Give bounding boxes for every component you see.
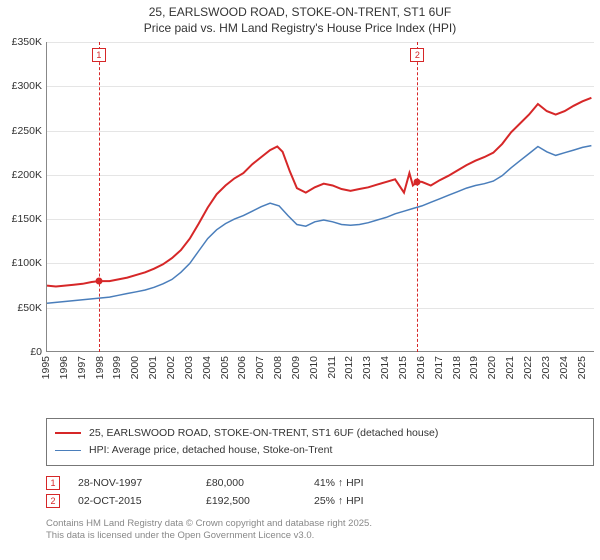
footer-line-2: This data is licensed under the Open Gov… bbox=[46, 530, 594, 543]
sale-row: 1 28-NOV-1997 £80,000 41% ↑ HPI bbox=[46, 474, 594, 492]
legend-swatch bbox=[55, 432, 81, 434]
x-tick-label: 2019 bbox=[468, 356, 480, 379]
legend-row: HPI: Average price, detached house, Stok… bbox=[55, 442, 585, 459]
y-tick-label: £0 bbox=[0, 346, 42, 358]
x-tick-label: 1996 bbox=[58, 356, 70, 379]
below-chart: 25, EARLSWOOD ROAD, STOKE-ON-TRENT, ST1 … bbox=[46, 418, 594, 543]
x-tick-label: 2006 bbox=[236, 356, 248, 379]
sale-price: £80,000 bbox=[206, 477, 296, 489]
series-price_paid bbox=[47, 98, 591, 287]
y-tick-label: £200K bbox=[0, 169, 42, 181]
x-tick-label: 2015 bbox=[397, 356, 409, 379]
sale-date: 02-OCT-2015 bbox=[78, 495, 188, 507]
legend-label: HPI: Average price, detached house, Stok… bbox=[89, 442, 332, 459]
x-tick-label: 2004 bbox=[201, 356, 213, 379]
x-tick-label: 2024 bbox=[558, 356, 570, 379]
sale-dot bbox=[95, 278, 102, 285]
sale-row-badge: 1 bbox=[46, 476, 60, 490]
x-tick-label: 2005 bbox=[219, 356, 231, 379]
sale-date: 28-NOV-1997 bbox=[78, 477, 188, 489]
chart-title: 25, EARLSWOOD ROAD, STOKE-ON-TRENT, ST1 … bbox=[0, 0, 600, 38]
x-tick-label: 1995 bbox=[40, 356, 52, 379]
x-tick-label: 2010 bbox=[308, 356, 320, 379]
sale-row: 2 02-OCT-2015 £192,500 25% ↑ HPI bbox=[46, 492, 594, 510]
sale-dot bbox=[414, 178, 421, 185]
x-tick-label: 2025 bbox=[576, 356, 588, 379]
y-tick-label: £100K bbox=[0, 257, 42, 269]
sale-hpi: 41% ↑ HPI bbox=[314, 477, 364, 489]
x-tick-label: 2018 bbox=[451, 356, 463, 379]
x-tick-label: 2007 bbox=[254, 356, 266, 379]
y-tick-label: £250K bbox=[0, 125, 42, 137]
x-tick-label: 2017 bbox=[433, 356, 445, 379]
sale-hpi: 25% ↑ HPI bbox=[314, 495, 364, 507]
sale-marker-line bbox=[417, 42, 418, 352]
x-tick-label: 2000 bbox=[129, 356, 141, 379]
x-tick-label: 1998 bbox=[94, 356, 106, 379]
legend-row: 25, EARLSWOOD ROAD, STOKE-ON-TRENT, ST1 … bbox=[55, 425, 585, 442]
x-tick-label: 2003 bbox=[183, 356, 195, 379]
y-tick-label: £50K bbox=[0, 302, 42, 314]
x-tick-label: 2008 bbox=[272, 356, 284, 379]
x-tick-label: 2001 bbox=[147, 356, 159, 379]
title-line-2: Price paid vs. HM Land Registry's House … bbox=[8, 20, 592, 36]
line-chart-svg bbox=[47, 42, 595, 352]
sale-price: £192,500 bbox=[206, 495, 296, 507]
x-tick-label: 2020 bbox=[486, 356, 498, 379]
x-tick-label: 2021 bbox=[504, 356, 516, 379]
x-tick-label: 1999 bbox=[111, 356, 123, 379]
x-tick-label: 2016 bbox=[415, 356, 427, 379]
series-hpi bbox=[47, 146, 591, 304]
legend-swatch bbox=[55, 450, 81, 451]
x-tick-label: 2002 bbox=[165, 356, 177, 379]
x-tick-label: 2012 bbox=[343, 356, 355, 379]
y-tick-label: £350K bbox=[0, 36, 42, 48]
chart-container: £0£50K£100K£150K£200K£250K£300K£350K 12 … bbox=[0, 42, 600, 382]
x-tick-label: 2013 bbox=[361, 356, 373, 379]
sale-row-badge: 2 bbox=[46, 494, 60, 508]
footer-attribution: Contains HM Land Registry data © Crown c… bbox=[46, 518, 594, 544]
x-tick-label: 1997 bbox=[76, 356, 88, 379]
sales-table: 1 28-NOV-1997 £80,000 41% ↑ HPI 2 02-OCT-2015… bbox=[46, 474, 594, 510]
title-line-1: 25, EARLSWOOD ROAD, STOKE-ON-TRENT, ST1 … bbox=[8, 4, 592, 20]
x-tick-label: 2014 bbox=[379, 356, 391, 379]
x-tick-label: 2011 bbox=[326, 356, 338, 379]
sale-marker-line bbox=[99, 42, 100, 352]
x-tick-label: 2009 bbox=[290, 356, 302, 379]
footer-line-1: Contains HM Land Registry data © Crown c… bbox=[46, 518, 594, 531]
y-tick-label: £300K bbox=[0, 80, 42, 92]
legend-label: 25, EARLSWOOD ROAD, STOKE-ON-TRENT, ST1 … bbox=[89, 425, 438, 442]
legend: 25, EARLSWOOD ROAD, STOKE-ON-TRENT, ST1 … bbox=[46, 418, 594, 466]
sale-marker-badge: 1 bbox=[92, 48, 106, 62]
x-tick-label: 2023 bbox=[540, 356, 552, 379]
x-tick-label: 2022 bbox=[522, 356, 534, 379]
y-tick-label: £150K bbox=[0, 213, 42, 225]
sale-marker-badge: 2 bbox=[410, 48, 424, 62]
plot-area: 12 bbox=[46, 42, 594, 352]
